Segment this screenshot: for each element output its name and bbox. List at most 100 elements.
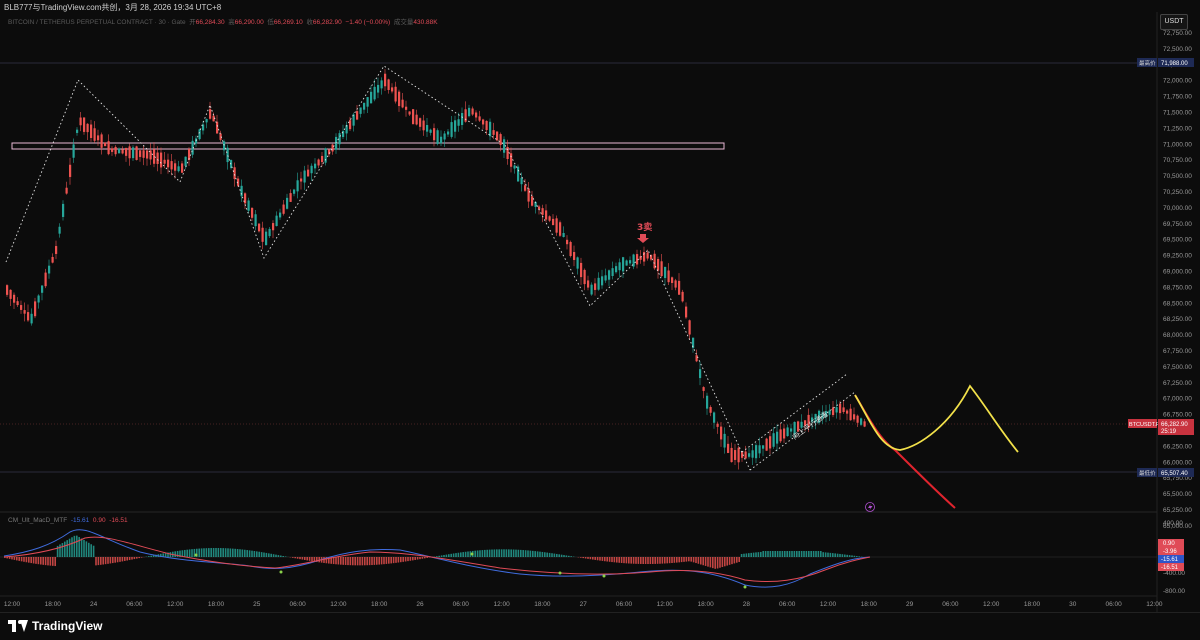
price-tick: 69,750.00 xyxy=(1163,221,1192,228)
macd-bar xyxy=(412,557,414,560)
candle-body xyxy=(269,229,271,236)
candle-body xyxy=(146,150,148,158)
svg-text:-3.96: -3.96 xyxy=(1163,549,1177,555)
candle-body xyxy=(115,147,117,154)
time-tick: 12:00 xyxy=(820,601,837,608)
macd-bar xyxy=(254,551,256,557)
candle-body xyxy=(608,270,610,279)
price-tick: 67,750.00 xyxy=(1163,348,1192,355)
svg-text:65,507.40: 65,507.40 xyxy=(1161,471,1188,477)
macd-bar xyxy=(306,557,308,560)
candle-body xyxy=(332,145,334,152)
macd-bar xyxy=(710,557,712,567)
candle-body xyxy=(542,208,544,215)
candle-body xyxy=(696,355,698,361)
macd-bar xyxy=(136,557,138,559)
macd-bar xyxy=(280,556,282,557)
macd-bar xyxy=(818,551,820,557)
time-tick: 06:00 xyxy=(289,601,306,608)
candle-body xyxy=(76,130,78,133)
candle-body xyxy=(433,128,435,140)
candle-body xyxy=(311,166,313,173)
price-tick: 72,750.00 xyxy=(1163,30,1192,37)
macd-bar xyxy=(311,557,313,561)
macd-bar xyxy=(582,557,584,558)
macd-bar xyxy=(242,549,244,557)
macd-bar xyxy=(854,556,856,557)
macd-bar xyxy=(777,551,779,557)
macd-tick: -800.00 xyxy=(1163,588,1185,595)
macd-bar xyxy=(791,551,793,557)
macd-bar xyxy=(477,550,479,557)
price-chart[interactable]: 向上平行通道 3卖 72,750.0072,500.0072,250.0072,… xyxy=(0,0,1200,612)
candle-body xyxy=(605,275,607,280)
candle-body xyxy=(384,74,386,87)
candle-body xyxy=(528,188,530,201)
time-tick: 18:00 xyxy=(371,601,388,608)
time-tick: 06:00 xyxy=(453,601,470,608)
forecast-bearish-path[interactable] xyxy=(855,395,955,508)
macd-bar xyxy=(542,552,544,557)
candle-body xyxy=(167,160,169,168)
candle-body xyxy=(391,87,393,91)
macd-bar xyxy=(609,557,611,562)
candle-body xyxy=(465,109,467,121)
macd-bar xyxy=(647,557,649,564)
macd-bar xyxy=(592,557,594,560)
macd-bar xyxy=(527,550,529,557)
macd-bar xyxy=(304,557,306,560)
candle-body xyxy=(304,170,306,182)
last-price-tag: BTCUSDT.P 66,282.90 25:19 xyxy=(1128,419,1194,435)
swing-trend-lines[interactable] xyxy=(6,66,750,470)
price-tick: 66,250.00 xyxy=(1163,443,1192,450)
candle-body xyxy=(251,208,253,218)
macd-bar xyxy=(846,555,848,557)
macd-bar xyxy=(494,549,496,557)
macd-signal-line xyxy=(4,537,870,581)
macd-bar xyxy=(218,548,220,557)
macd-bar xyxy=(554,554,556,557)
macd-bar xyxy=(635,557,637,564)
candle-body xyxy=(87,124,89,132)
macd-bar xyxy=(438,556,440,557)
macd-bar xyxy=(74,536,76,557)
macd-bar xyxy=(359,557,361,565)
macd-bar xyxy=(796,551,798,557)
candle-body xyxy=(206,119,208,122)
macd-bar xyxy=(474,551,476,557)
candle-body xyxy=(661,261,663,276)
price-tick: 67,500.00 xyxy=(1163,364,1192,371)
macd-bar xyxy=(400,557,402,562)
macd-bar xyxy=(587,557,589,559)
macd-bar xyxy=(369,557,371,565)
macd-bar xyxy=(270,554,272,557)
price-tick: 65,250.00 xyxy=(1163,507,1192,514)
macd-bar xyxy=(292,557,294,558)
macd-bar xyxy=(273,554,275,557)
price-axis[interactable]: 72,750.0072,500.0072,250.0072,000.0071,7… xyxy=(1163,30,1192,530)
macd-bar xyxy=(189,549,191,557)
candle-body xyxy=(475,112,477,117)
macd-bar xyxy=(501,549,503,557)
candle-body xyxy=(283,205,285,214)
macd-bar xyxy=(213,548,215,557)
macd-bar xyxy=(342,557,344,565)
forecast-bullish-path[interactable] xyxy=(855,386,1018,452)
candle-body xyxy=(580,263,582,277)
macd-bar xyxy=(297,557,299,559)
macd-bar xyxy=(858,556,860,557)
macd-bar xyxy=(820,551,822,557)
candle-body xyxy=(444,134,446,140)
candle-body xyxy=(132,147,134,158)
tradingview-logo[interactable]: TradingView xyxy=(8,619,102,633)
macd-bar xyxy=(448,554,450,557)
candle-body xyxy=(727,444,729,453)
candle-body xyxy=(738,448,740,463)
price-tick: 67,000.00 xyxy=(1163,396,1192,403)
macd-bar xyxy=(398,557,400,563)
candle-body xyxy=(479,116,481,120)
macd-bar xyxy=(364,557,366,565)
candle-body xyxy=(458,119,460,126)
candle-body xyxy=(703,387,705,391)
